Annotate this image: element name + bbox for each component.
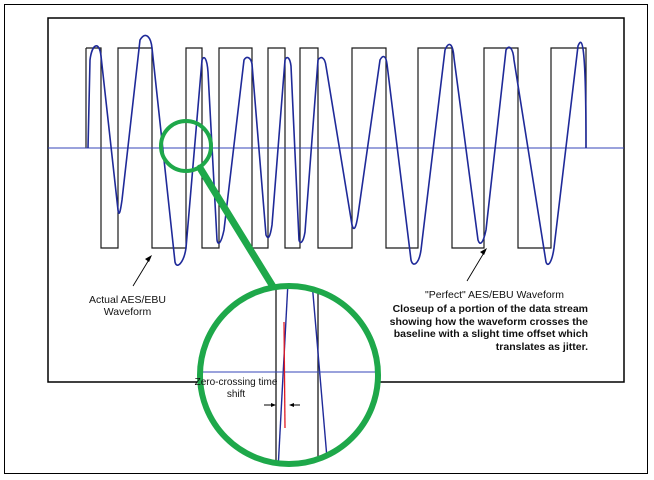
closeup-actual-edge-right bbox=[311, 286, 329, 464]
outer-frame bbox=[4, 4, 648, 474]
actual-label-leader bbox=[132, 257, 151, 287]
actual-label-arrowhead bbox=[145, 255, 152, 262]
magnifier-connector bbox=[196, 164, 284, 302]
perfect-label-leader bbox=[466, 250, 486, 282]
perfect-waveform-label: "Perfect" AES/EBU Waveform bbox=[425, 289, 564, 301]
actual-waveform-label: Actual AES/EBU Waveform bbox=[88, 294, 167, 318]
zero-crossing-label: Zero-crossing time shift bbox=[194, 377, 278, 400]
actual-waveform bbox=[87, 34, 587, 266]
jitter-marker bbox=[283, 321, 286, 429]
large-magnifier-circle bbox=[197, 283, 381, 467]
small-magnifier-circle bbox=[159, 119, 213, 173]
perfect-square-wave bbox=[85, 47, 587, 249]
magnifier-lens-fill bbox=[200, 286, 378, 464]
closeup-caption: Closeup of a portion of the data stream … bbox=[389, 303, 588, 353]
time-shift-arrowhead-left bbox=[271, 403, 276, 407]
magnified-detail bbox=[200, 286, 378, 464]
time-shift-arrowhead-right bbox=[289, 403, 294, 407]
closeup-actual-edge-left bbox=[277, 286, 289, 464]
perfect-label-arrowhead bbox=[480, 248, 487, 255]
